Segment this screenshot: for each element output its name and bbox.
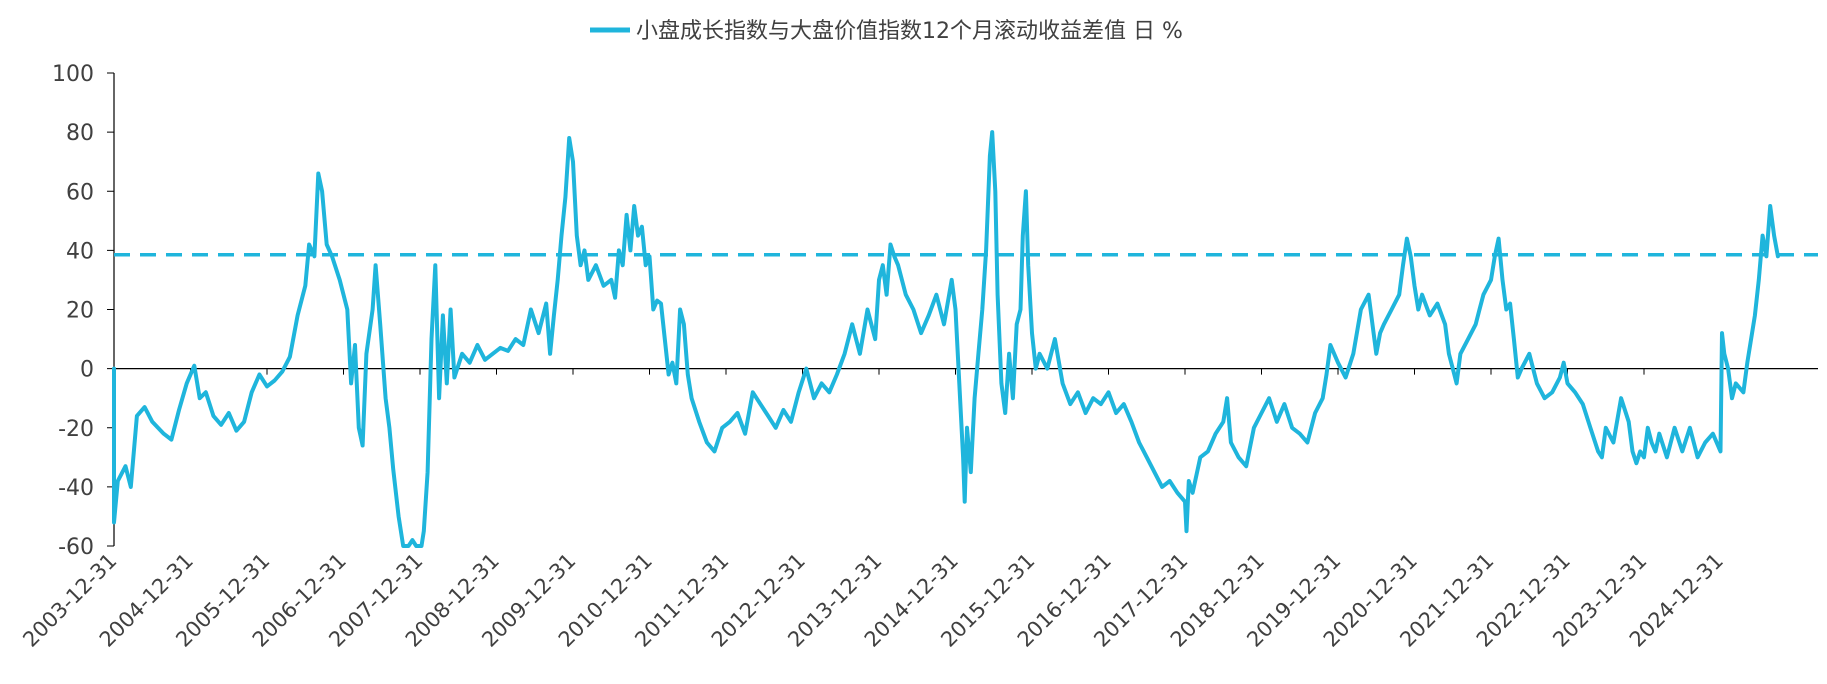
y-tick-label: -20 [58, 417, 94, 442]
y-tick-label: -60 [58, 535, 94, 560]
legend: 小盘成长指数与大盘价值指数12个月滚动收益差值 日 % [590, 19, 1183, 44]
series-line [112, 130, 1780, 548]
y-tick-label: 20 [66, 299, 94, 324]
y-axis-ticks: 100 80 60 40 20 0 -20 -40 -60 [52, 62, 114, 560]
y-tick-label: 80 [66, 121, 94, 146]
y-tick-label: -40 [58, 476, 94, 501]
y-tick-label: 60 [66, 180, 94, 205]
y-tick-label: 40 [66, 239, 94, 264]
y-tick-label: 0 [80, 358, 94, 383]
x-axis-ticks: 2003-12-312004-12-312005-12-312006-12-31… [18, 368, 1728, 652]
legend-label: 小盘成长指数与大盘价值指数12个月滚动收益差值 日 % [636, 19, 1183, 44]
series-group [112, 130, 1780, 548]
y-tick-label: 100 [52, 62, 94, 87]
